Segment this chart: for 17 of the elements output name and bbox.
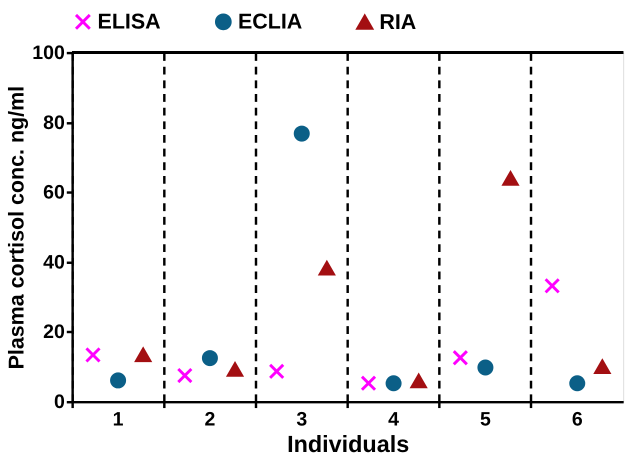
y-tick-label: 80 — [43, 112, 65, 134]
x-tick-label: 5 — [480, 408, 491, 431]
legend-label: ECLIA — [238, 10, 302, 34]
y-tick-label: 100 — [32, 42, 65, 64]
y-tick-label: 20 — [43, 321, 65, 344]
legend-label: RIA — [379, 10, 416, 34]
y-tick-label: 60 — [43, 182, 65, 204]
y-tick-label: 0 — [54, 391, 65, 414]
x-tick-label: 3 — [296, 408, 308, 431]
x-tick-label: 4 — [388, 408, 400, 431]
x-tick-label: 6 — [572, 408, 583, 431]
y-tick-label: 40 — [43, 251, 65, 274]
x-tick-label: 2 — [204, 408, 216, 431]
x-tick-label: 1 — [112, 408, 124, 431]
legend-label: ELISA — [98, 10, 161, 34]
y-axis-title: Plasma cortisol conc. ng/ml — [4, 86, 29, 370]
x-axis-title: Individuals — [287, 430, 410, 457]
